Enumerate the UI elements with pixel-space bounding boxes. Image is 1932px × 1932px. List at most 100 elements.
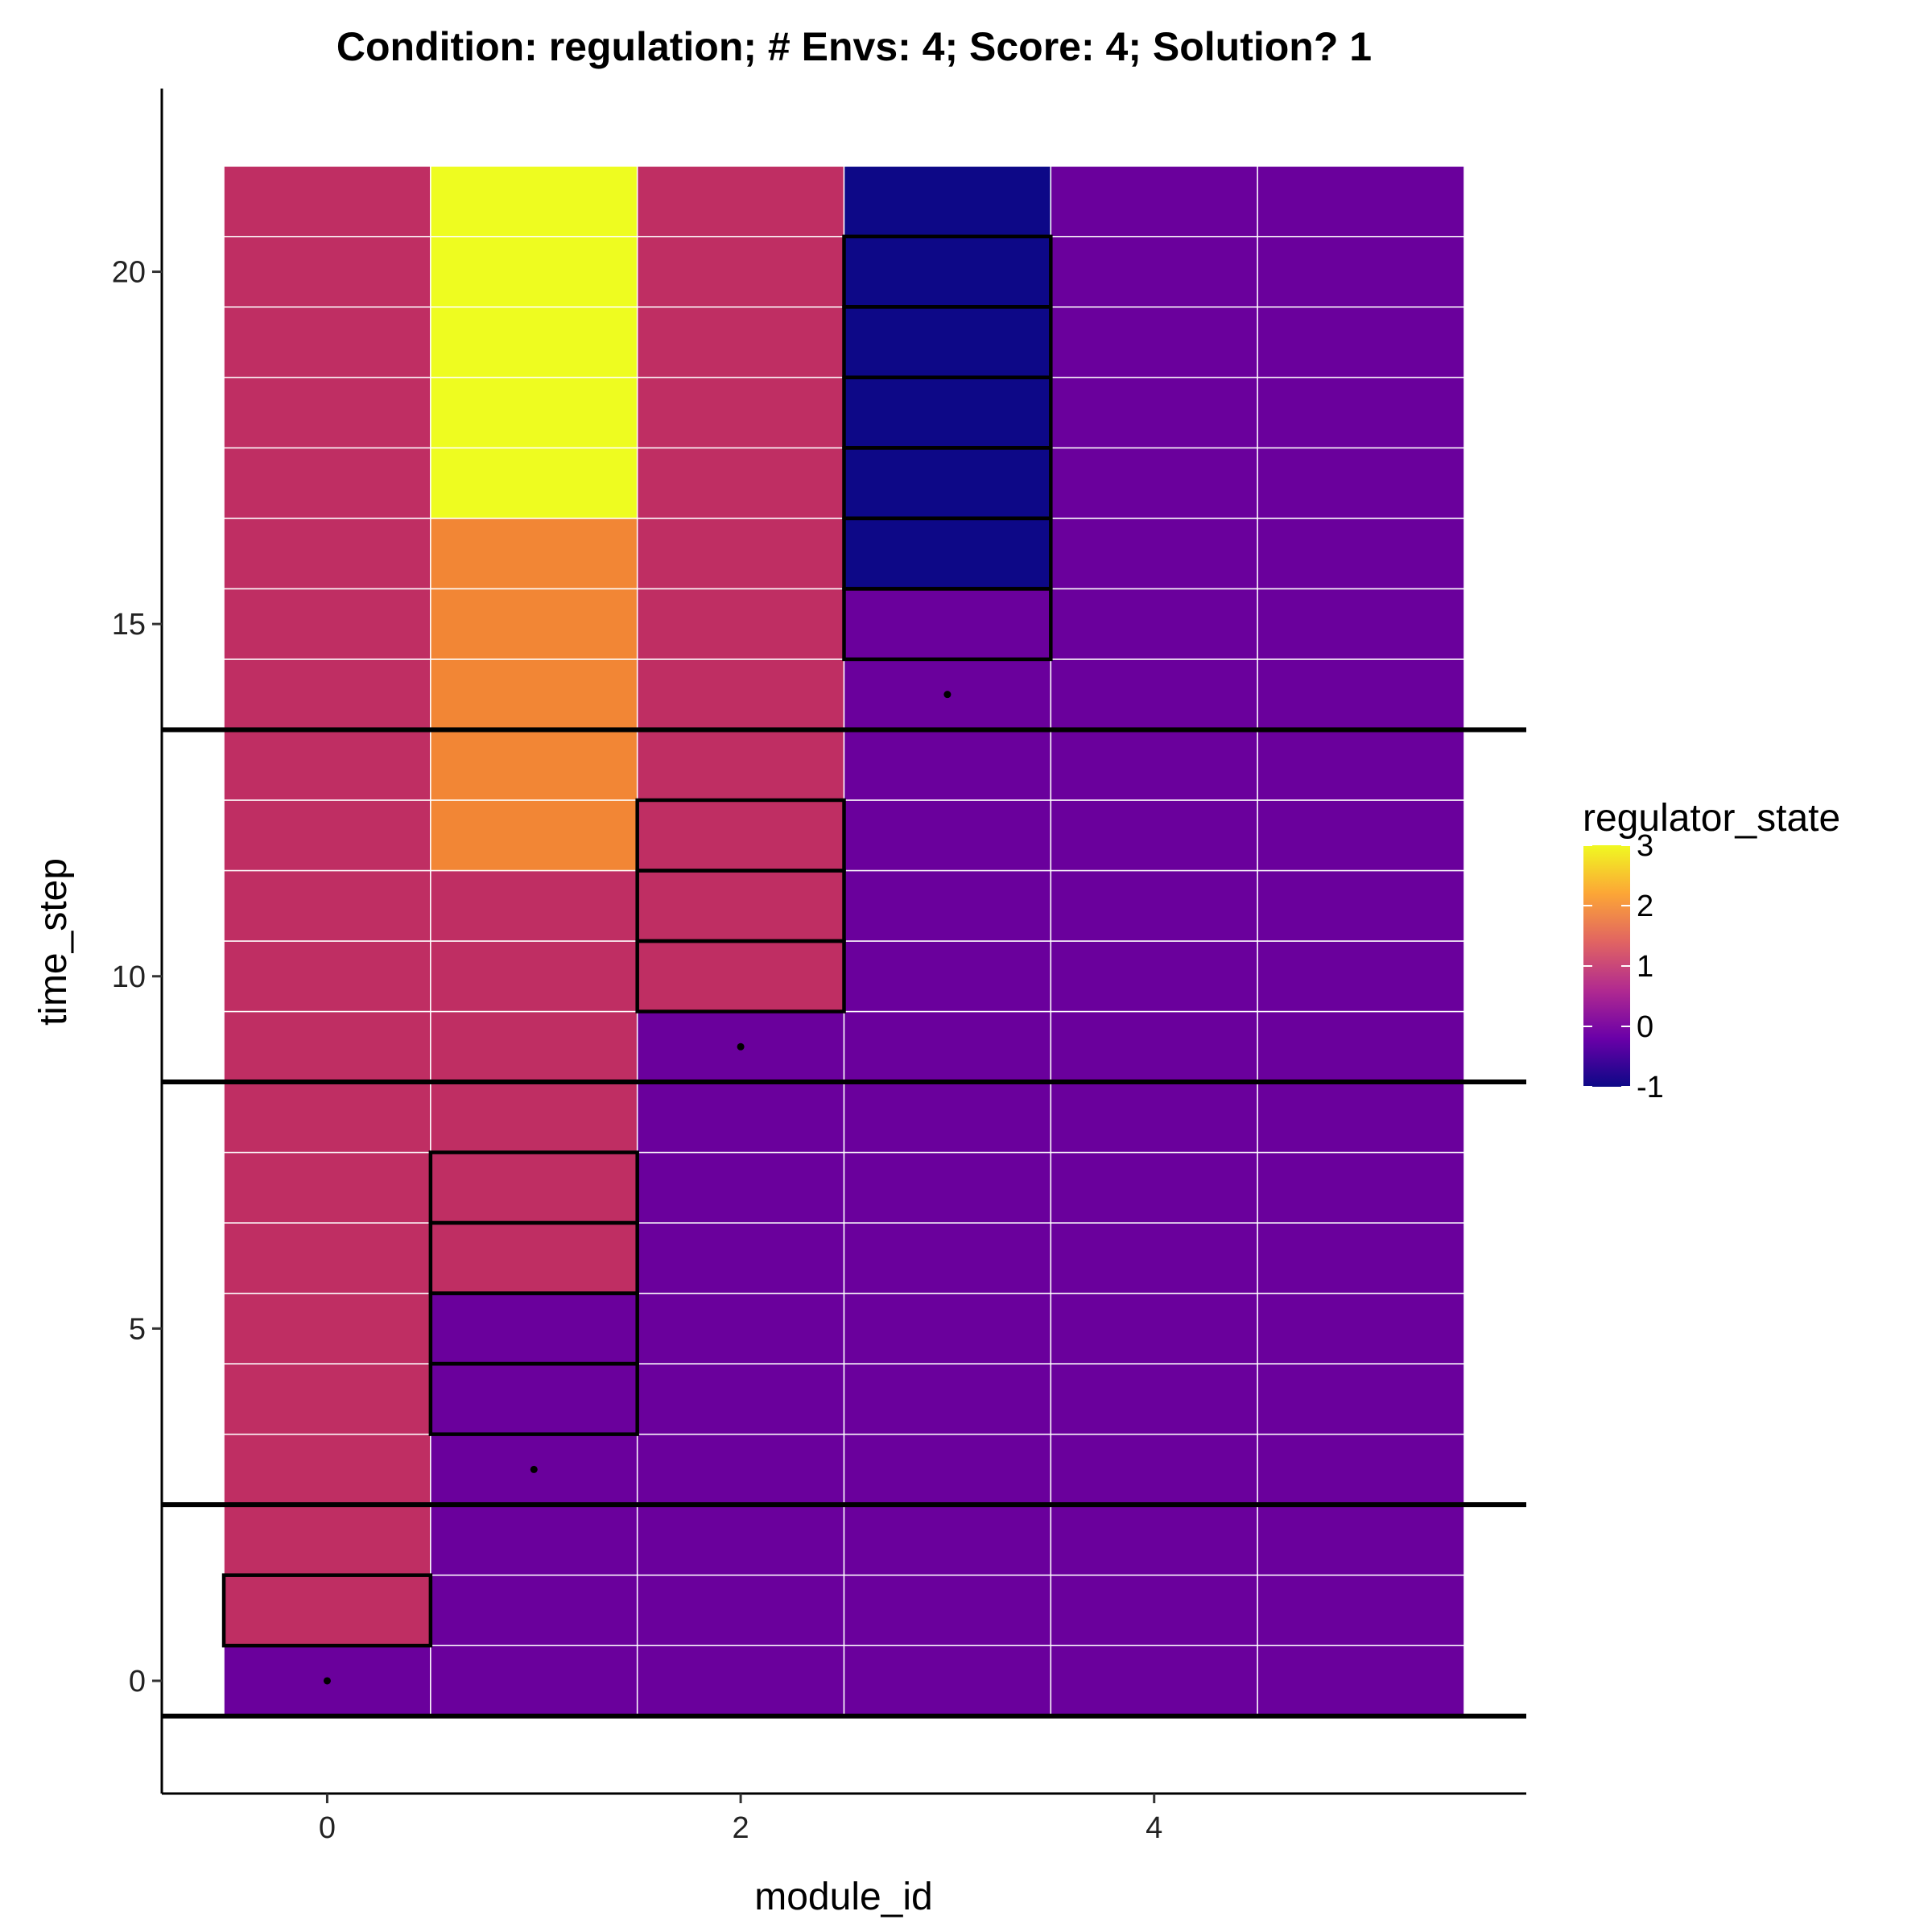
heatmap-cell <box>1050 588 1258 660</box>
heatmap-cell <box>1257 447 1465 519</box>
heatmap-cell <box>636 799 845 872</box>
heatmap-cell <box>843 799 1052 872</box>
heatmap-cell <box>1050 1151 1258 1224</box>
heatmap-cell <box>1257 1222 1465 1294</box>
heatmap-cell <box>843 518 1052 590</box>
heatmap-cell <box>843 1504 1052 1576</box>
heatmap-cell <box>430 1151 638 1224</box>
heatmap-cell <box>636 1504 845 1576</box>
legend-tick-label: 3 <box>1637 829 1653 863</box>
heatmap-cell <box>223 1574 431 1646</box>
heatmap-cell <box>223 588 431 660</box>
heatmap-cell <box>430 1081 638 1154</box>
chart-title: Condition: regulation; # Envs: 4; Score:… <box>336 24 1372 69</box>
data-point <box>737 1042 745 1051</box>
heatmap-cell <box>1050 1433 1258 1505</box>
heatmap-cell <box>223 799 431 872</box>
heatmap-cell <box>843 165 1052 237</box>
heatmap-cell <box>636 588 845 660</box>
y-tick-label: 0 <box>129 1665 146 1699</box>
heatmap-cell <box>843 1151 1052 1224</box>
heatmap-cell <box>223 658 431 731</box>
heatmap-cell <box>1257 1574 1465 1646</box>
heatmap-cell <box>843 1363 1052 1435</box>
heatmap-cell <box>223 518 431 590</box>
heatmap-cell <box>223 1151 431 1224</box>
heatmap-cell <box>1257 1433 1465 1505</box>
heatmap-cell <box>843 1292 1052 1364</box>
heatmap-cell <box>1257 165 1465 237</box>
heatmap-cell <box>430 1645 638 1717</box>
heatmap-cell <box>223 165 431 237</box>
heatmap-cell <box>843 729 1052 801</box>
y-tick-label: 20 <box>112 256 146 290</box>
heatmap-cell <box>430 377 638 449</box>
heatmap-cell <box>430 1574 638 1646</box>
y-tick-label: 15 <box>112 608 146 642</box>
heatmap-cell <box>1050 1574 1258 1646</box>
heatmap-cell <box>223 1010 431 1083</box>
heatmap-cell <box>1050 165 1258 237</box>
heatmap-cell <box>636 1433 845 1505</box>
legend-title: regulator_state <box>1583 797 1840 840</box>
heatmap-cell <box>1050 1081 1258 1154</box>
data-point <box>323 1677 331 1685</box>
heatmap-cell <box>843 236 1052 308</box>
data-point <box>943 691 952 699</box>
heatmap-cell <box>636 1363 845 1435</box>
heatmap-cell <box>636 1574 845 1646</box>
heatmap-cell <box>1050 1504 1258 1576</box>
heatmap-cell <box>1257 1292 1465 1364</box>
heatmap-cell <box>843 1433 1052 1505</box>
heatmap-cell <box>636 236 845 308</box>
legend-tick-label: 2 <box>1637 890 1653 923</box>
heatmap-cell <box>1257 1645 1465 1717</box>
heatmap-cell <box>1050 306 1258 378</box>
x-tick-label: 4 <box>1146 1811 1162 1845</box>
y-axis-ticks: 0 5 10 15 20 <box>112 256 162 1699</box>
heatmap-cell <box>430 1292 638 1364</box>
y-tick-label: 10 <box>112 960 146 994</box>
heatmap-cell <box>1257 799 1465 872</box>
heatmap-cell <box>1050 1363 1258 1435</box>
heatmap-cell <box>430 165 638 237</box>
heatmap-cell <box>1257 1504 1465 1576</box>
heatmap-cell <box>1257 729 1465 801</box>
heatmap-cell <box>430 518 638 590</box>
heatmap-cell <box>223 940 431 1013</box>
heatmap-cell <box>843 940 1052 1013</box>
heatmap-cell <box>223 1433 431 1505</box>
y-axis-title: time_step <box>32 858 75 1026</box>
heatmap-cell <box>636 377 845 449</box>
heatmap-cell <box>223 1504 431 1576</box>
heatmap-cell <box>636 1151 845 1224</box>
heatmap-cell <box>1050 377 1258 449</box>
heatmap-cell <box>843 588 1052 660</box>
heatmap-cell <box>843 306 1052 378</box>
heatmap-cell <box>636 447 845 519</box>
heatmap-cell <box>636 1081 845 1154</box>
heatmap-cell <box>1050 236 1258 308</box>
heatmap-cell <box>430 658 638 731</box>
heatmap-cell <box>430 729 638 801</box>
outlined-cell <box>635 798 846 873</box>
heatmap-cell <box>430 588 638 660</box>
heatmap-cell <box>1257 1151 1465 1224</box>
heatmap-cell <box>430 869 638 942</box>
heatmap-cell <box>1257 1010 1465 1083</box>
heatmap-cell <box>843 447 1052 519</box>
heatmap-cell <box>430 1504 638 1576</box>
heatmap-cell <box>1257 377 1465 449</box>
heatmap-cell <box>1257 306 1465 378</box>
heatmap-cell <box>223 729 431 801</box>
environment-boundaries <box>162 727 1526 1719</box>
heatmap-cell <box>1050 518 1258 590</box>
x-axis-ticks: 0 2 4 <box>319 1794 1162 1845</box>
heatmap-cell <box>223 1363 431 1435</box>
heatmap-cell <box>1257 518 1465 590</box>
heatmap-cell <box>636 729 845 801</box>
heatmap-cell <box>636 165 845 237</box>
x-tick-label: 0 <box>319 1811 336 1845</box>
heatmap-cell <box>223 1222 431 1294</box>
